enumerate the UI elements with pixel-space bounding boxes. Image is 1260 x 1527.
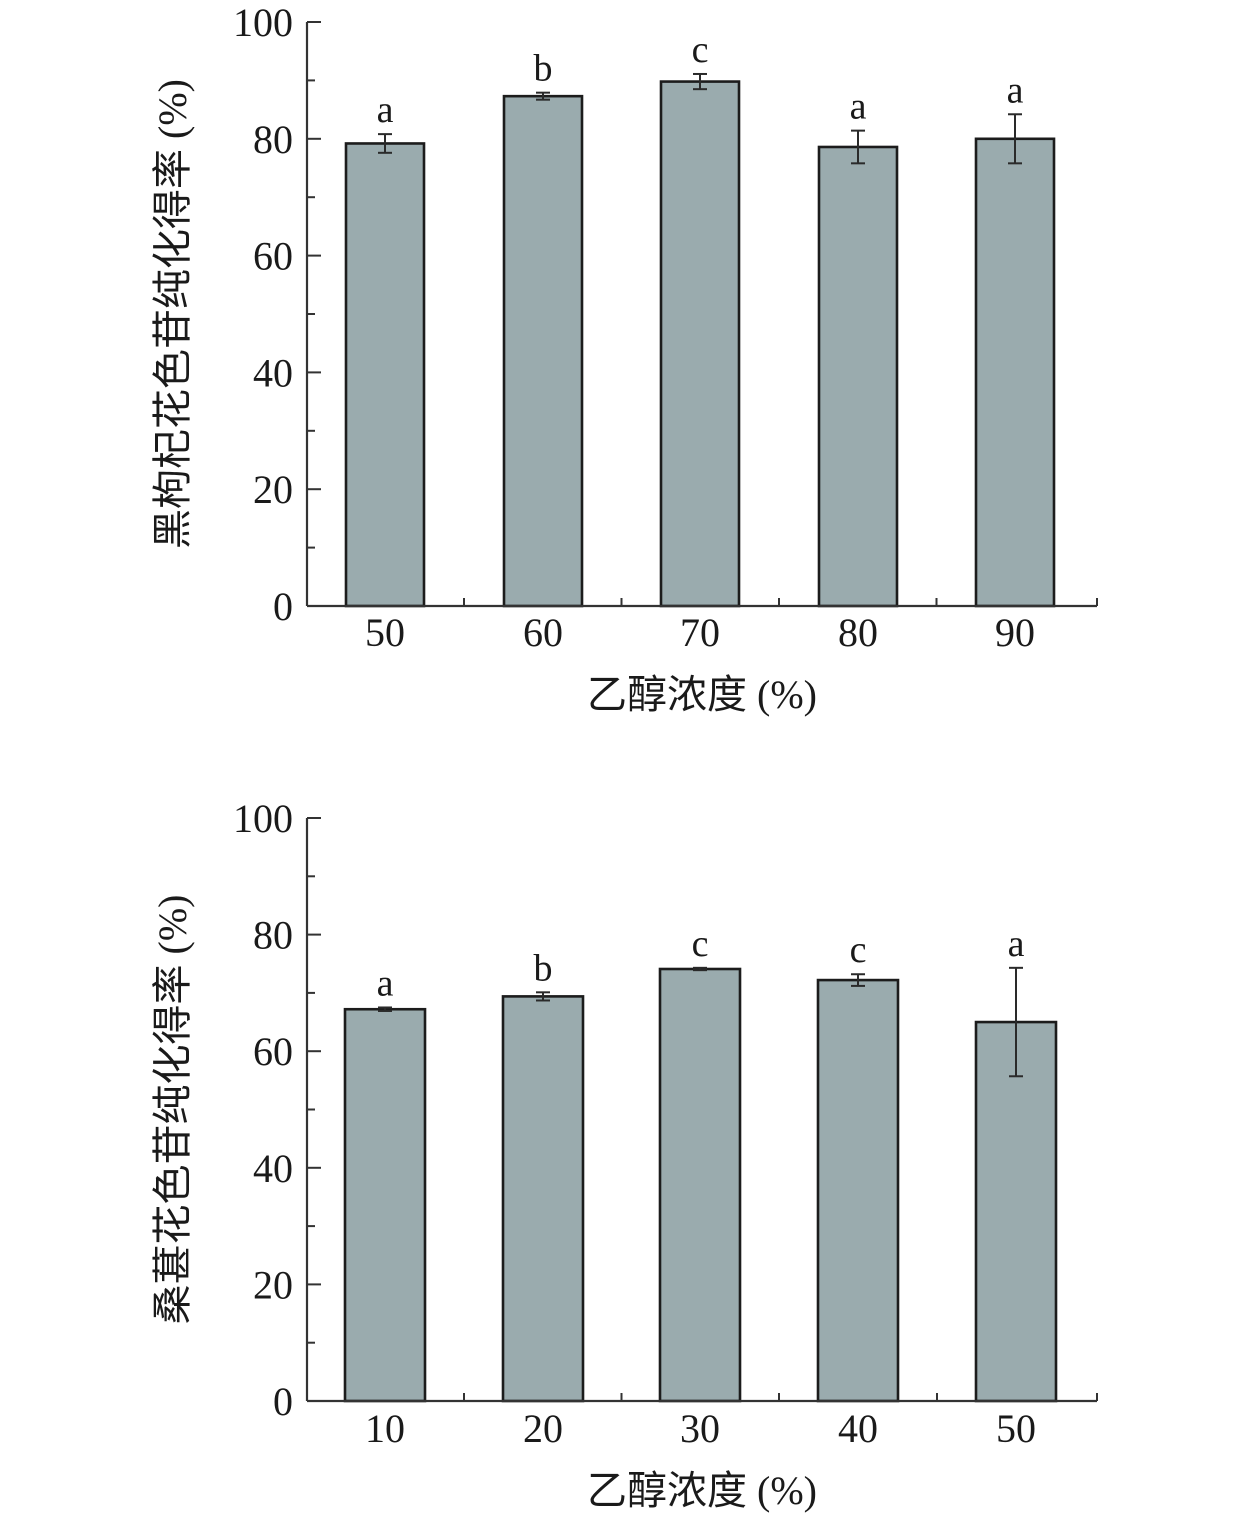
y-tick-label-60: 60 (253, 1029, 293, 1074)
chart-bottom: a b c c a 0 20 40 60 80 100 10 20 30 40 50 乙醇浓度 (%) 桑葚花色苷… (150, 796, 1098, 1513)
bar-30 (658, 967, 742, 1403)
x-tick-label-20: 20 (523, 1406, 563, 1451)
significance-label-10: a (377, 962, 394, 1004)
bar-70 (659, 80, 741, 608)
chart-top: a b c a a 0 20 40 60 80 100 50 60 70 80 90 乙醇浓度 (%) 黑枸杞花色… (150, 0, 1098, 717)
bar-60 (502, 94, 584, 608)
bar-50 (974, 1020, 1058, 1403)
significance-label-40: c (850, 929, 867, 971)
significance-label-70: c (692, 29, 709, 71)
significance-label-30: c (692, 923, 709, 965)
x-tick-label-80: 80 (838, 610, 878, 655)
bar-20 (501, 995, 585, 1403)
significance-label-50: a (377, 89, 394, 131)
y-tick-label-0: 0 (273, 1379, 293, 1424)
y-tick-label-80: 80 (253, 117, 293, 162)
y-tick-label-20: 20 (253, 1262, 293, 1307)
x-tick-label-30: 30 (680, 1406, 720, 1451)
x-tick-label-50: 50 (996, 1406, 1036, 1451)
bar-40 (816, 978, 900, 1403)
y-axis-title: 桑葚花色苷纯化得率 (%) (150, 895, 195, 1325)
y-tick-label-40: 40 (253, 1146, 293, 1191)
x-tick-label-10: 10 (365, 1406, 405, 1451)
bar-10 (343, 1007, 427, 1403)
bar-90 (974, 137, 1056, 608)
x-tick-label-70: 70 (680, 610, 720, 655)
bar-50 (344, 142, 426, 608)
significance-label-20: b (534, 947, 553, 989)
significance-label-50: a (1008, 923, 1025, 965)
y-tick-label-60: 60 (253, 234, 293, 279)
y-tick-label-40: 40 (253, 350, 293, 395)
y-axis-title: 黑枸杞花色苷纯化得率 (%) (150, 79, 195, 549)
y-tick-label-0: 0 (273, 584, 293, 629)
y-tick-label-100: 100 (233, 796, 293, 841)
significance-label-90: a (1007, 69, 1024, 111)
y-tick-label-80: 80 (253, 913, 293, 958)
bar-80 (817, 145, 899, 608)
x-tick-label-50: 50 (365, 610, 405, 655)
x-axis-title: 乙醇浓度 (%) (587, 1468, 817, 1513)
x-tick-label-40: 40 (838, 1406, 878, 1451)
x-tick-label-90: 90 (995, 610, 1035, 655)
x-axis-title: 乙醇浓度 (%) (587, 672, 817, 717)
y-tick-label-100: 100 (233, 0, 293, 45)
significance-label-60: b (534, 48, 553, 90)
y-tick-label-20: 20 (253, 467, 293, 512)
x-tick-label-60: 60 (523, 610, 563, 655)
significance-label-80: a (850, 86, 867, 128)
